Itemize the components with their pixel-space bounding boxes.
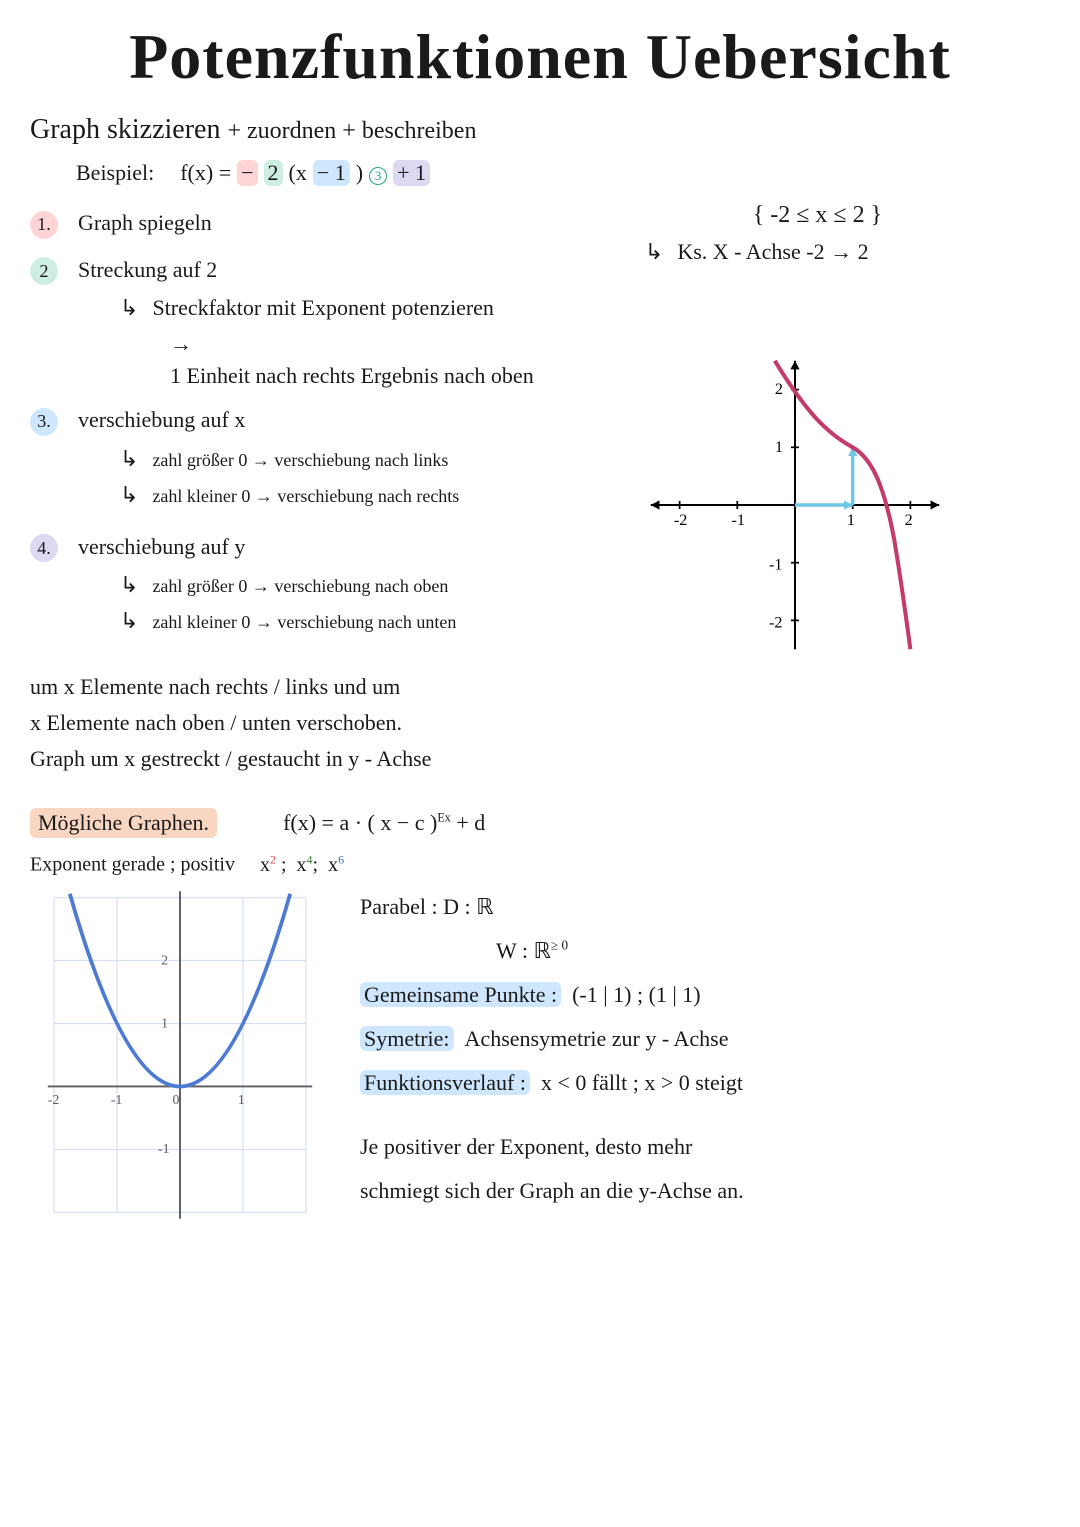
- parabola-range-sup: ≥ 0: [551, 937, 568, 952]
- svg-text:2: 2: [161, 952, 168, 967]
- behavior-label: Funktionsverlauf :: [360, 1070, 530, 1095]
- parabola-info: Parabel : D : ℝ W : ℝ≥ 0 Gemeinsame Punk…: [360, 885, 744, 1230]
- section-heading: Graph skizzieren + zuordnen + beschreibe…: [30, 114, 1050, 146]
- step-badge-3: 3.: [30, 408, 58, 436]
- svg-text:-1: -1: [111, 1092, 123, 1107]
- parabola-behavior: Funktionsverlauf : x < 0 fällt ; x > 0 s…: [360, 1061, 744, 1105]
- summary-3: Graph um x gestreckt / gestaucht in y - …: [30, 746, 1050, 772]
- summary-3-text: Graph um x gestreckt / gestaucht in y - …: [30, 746, 431, 772]
- step-2-sub-text: Streckfaktor mit Exponent potenzieren: [152, 295, 494, 321]
- cubic-chart: -2 -1 1 2 1 2 -1 -2: [585, 355, 1050, 660]
- svg-text:0: 0: [172, 1092, 179, 1107]
- svg-text:-1: -1: [769, 557, 782, 574]
- highlight-a-neg: −: [237, 160, 257, 186]
- func-form-exp: Ex: [437, 811, 450, 825]
- svg-text:1: 1: [161, 1015, 168, 1030]
- svg-text:-2: -2: [48, 1092, 60, 1107]
- func-form-b: + d: [456, 810, 485, 835]
- symmetry-text: Achsensymetrie zur y - Achse: [465, 1026, 729, 1051]
- highlight-d: + 1: [393, 160, 430, 186]
- exponent-line: Exponent gerade ; positiv x2 ; x4; x6: [30, 852, 1050, 877]
- highlight-c: − 1: [313, 160, 350, 186]
- exponent-label: Exponent gerade ; positiv: [30, 854, 235, 876]
- ks-text: Ks. X - Achse -2 → 2: [677, 239, 868, 265]
- summary-1-text: um x Elemente nach rechts / links und um: [30, 674, 400, 700]
- parabola-note-2: schmiegt sich der Graph an die y-Achse a…: [360, 1169, 744, 1213]
- possible-graphs-label: Mögliche Graphen.: [30, 808, 217, 838]
- func-form-a: f(x) = a · ( x − c ): [283, 810, 437, 835]
- summary-2-text: x Elemente nach oben / unten verschoben.: [30, 710, 402, 736]
- svg-text:1: 1: [775, 439, 783, 456]
- symmetry-label: Symetrie:: [360, 1026, 454, 1051]
- step-1-text: Graph spiegeln: [78, 210, 212, 236]
- step-3-text: verschiebung auf x: [78, 407, 245, 433]
- paren-open: (x: [289, 160, 307, 186]
- svg-text:-1: -1: [158, 1141, 170, 1156]
- domain-set: { -2 ≤ x ≤ 2 }: [585, 202, 1050, 229]
- paren-close: ): [356, 160, 363, 186]
- page-title: Potenzfunktionen Uebersicht: [30, 20, 1050, 94]
- step-4-sub2-text: zahl kleiner 0 → verschiebung nach unten: [152, 612, 456, 633]
- function-form: f(x) = a · ( x − c )Ex + d: [283, 810, 485, 836]
- example-label: Beispiel:: [76, 160, 154, 186]
- exponent: 3: [369, 167, 387, 185]
- common-points-label: Gemeinsame Punkte :: [360, 982, 561, 1007]
- summary-2: x Elemente nach oben / unten verschoben.: [30, 710, 1050, 736]
- exponent-examples: x2 ; x4; x6: [260, 854, 344, 876]
- step-2-sub2-text: 1 Einheit nach rechts Ergebnis nach oben: [170, 363, 534, 389]
- parabola-symmetry: Symetrie: Achsensymetrie zur y - Achse: [360, 1017, 744, 1061]
- step-badge-4: 4.: [30, 534, 58, 562]
- step-2-sub: Streckfaktor mit Exponent potenzieren: [120, 295, 565, 321]
- parabola-chart: -2 -1 0 1 1 2 -1: [30, 885, 330, 1230]
- parabola-note-1: Je positiver der Exponent, desto mehr: [360, 1125, 744, 1169]
- step-2-sub2: 1 Einheit nach rechts Ergebnis nach oben: [170, 331, 565, 389]
- svg-text:-1: -1: [731, 512, 744, 529]
- step-4-sub1: zahl größer 0 → verschiebung nach oben: [120, 572, 565, 598]
- step-badge-1: 1.: [30, 211, 58, 239]
- svg-text:2: 2: [905, 512, 913, 529]
- step-2-text: Streckung auf 2: [78, 257, 217, 283]
- example-line: Beispiel: f(x) = − 2 (x − 1 ) 3 + 1: [76, 160, 1050, 186]
- svg-text:1: 1: [238, 1092, 245, 1107]
- parabola-domain: Parabel : D : ℝ: [360, 885, 744, 929]
- step-4-sub1-text: zahl größer 0 → verschiebung nach oben: [152, 576, 448, 597]
- parabola-points: Gemeinsame Punkte : (-1 | 1) ; (1 | 1): [360, 973, 744, 1017]
- parabola-range-text: W : ℝ: [496, 938, 551, 963]
- step-3-sub1: zahl größer 0 → verschiebung nach links: [120, 446, 565, 472]
- step-4-sub2: zahl kleiner 0 → verschiebung nach unten: [120, 608, 565, 634]
- common-points-values: (-1 | 1) ; (1 | 1): [572, 982, 701, 1007]
- svg-text:-2: -2: [769, 614, 782, 631]
- parabola-range: W : ℝ≥ 0: [496, 929, 744, 973]
- step-4-text: verschiebung auf y: [78, 534, 245, 560]
- svg-text:-2: -2: [674, 512, 687, 529]
- svg-text:2: 2: [775, 381, 783, 398]
- behavior-text: x < 0 fällt ; x > 0 steigt: [541, 1070, 743, 1095]
- domain-set-text: { -2 ≤ x ≤ 2 }: [753, 202, 882, 229]
- highlight-a-val: 2: [264, 160, 283, 186]
- step-3: 3. verschiebung auf x: [30, 407, 565, 436]
- step-3-sub1-text: zahl größer 0 → verschiebung nach links: [152, 450, 448, 471]
- step-badge-2: 2: [30, 257, 58, 285]
- fx-label: f(x) =: [180, 160, 231, 186]
- step-4: 4. verschiebung auf y: [30, 534, 565, 563]
- svg-text:1: 1: [847, 512, 855, 529]
- step-2: 2 Streckung auf 2: [30, 257, 565, 286]
- possible-graphs-line: Mögliche Graphen. f(x) = a · ( x − c )Ex…: [30, 808, 1050, 838]
- step-3-sub2-text: zahl kleiner 0 → verschiebung nach recht…: [152, 486, 459, 507]
- step-3-sub2: zahl kleiner 0 → verschiebung nach recht…: [120, 482, 565, 508]
- subtitle-extra: + zuordnen + beschreiben: [227, 118, 476, 144]
- subtitle-main: Graph skizzieren: [30, 114, 220, 145]
- step-1: 1. Graph spiegeln: [30, 210, 565, 239]
- summary-1: um x Elemente nach rechts / links und um: [30, 674, 1050, 700]
- ks-line: Ks. X - Achse -2 → 2: [645, 239, 1050, 265]
